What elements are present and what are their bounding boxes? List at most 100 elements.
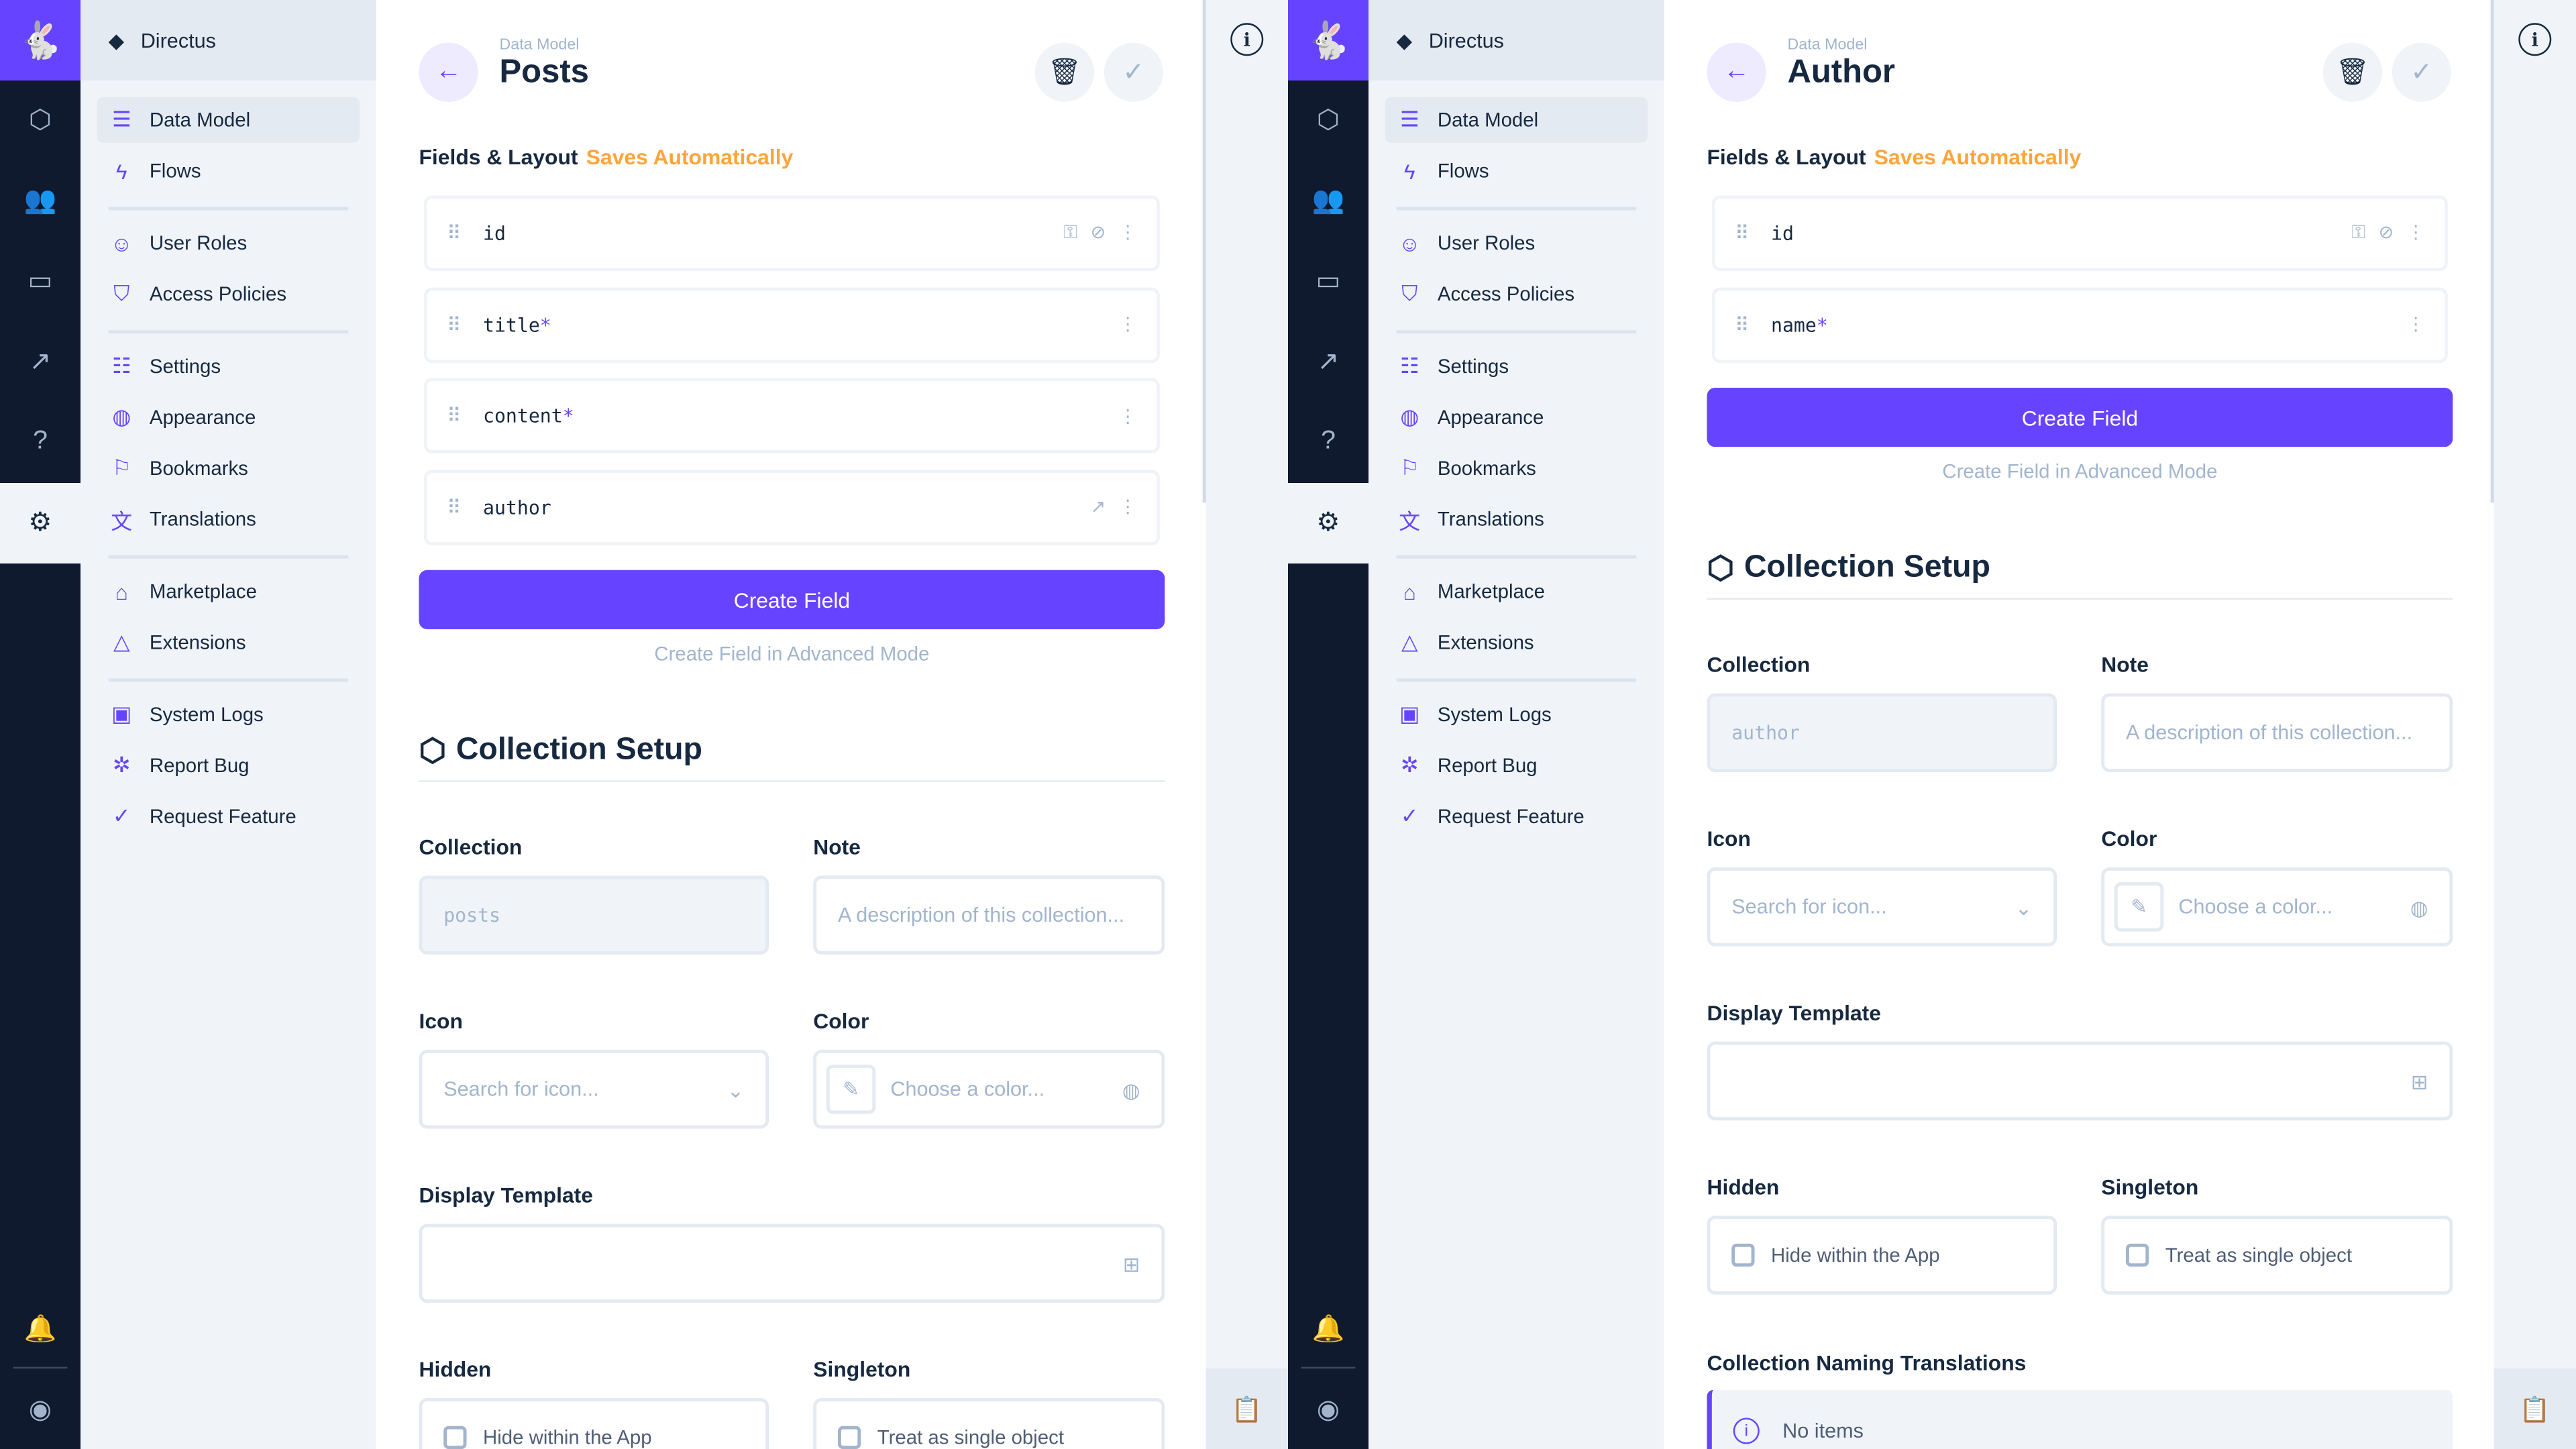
notifications-bell-icon[interactable]: 🔔	[1311, 1315, 1345, 1344]
sidebar-item-request-feature[interactable]: ✓ Request Feature	[1385, 794, 1648, 840]
checkbox-icon[interactable]	[443, 1426, 467, 1449]
settings-gear-icon[interactable]: ⚙	[0, 482, 81, 563]
field-row[interactable]: ⠿ name* ⋮	[1711, 286, 2448, 363]
sidebar-item-translations[interactable]: 文 Translations	[1385, 496, 1648, 543]
folder-icon[interactable]: ▭	[1316, 268, 1341, 296]
hidden-checkbox[interactable]: Hide within the App	[419, 1398, 769, 1449]
scrollbar[interactable]	[2490, 0, 2496, 503]
sidebar-item-request-feature[interactable]: ✓ Request Feature	[97, 794, 360, 840]
save-button[interactable]: ✓	[1104, 42, 1163, 102]
display-template-input[interactable]: ⊞	[1707, 1041, 2453, 1121]
display-template-input[interactable]: ⊞	[419, 1224, 1165, 1303]
directus-logo[interactable]: 🐇	[1288, 0, 1369, 81]
sidebar-item-data-model[interactable]: ☰ Data Model	[1385, 97, 1648, 144]
color-input[interactable]: ✎ Choose a color... ◍	[813, 1049, 1165, 1129]
field-row[interactable]: ⠿ id ⚿ ⊘ ⋮	[423, 195, 1160, 272]
eyedropper-icon[interactable]: ✎	[826, 1064, 876, 1114]
users-icon[interactable]: 👥	[23, 187, 57, 215]
sidebar-item-appearance[interactable]: ◍ Appearance	[97, 394, 360, 441]
sidebar-item-bookmarks[interactable]: ⚐ Bookmarks	[1385, 445, 1648, 492]
sidebar-item-marketplace[interactable]: ⌂ Marketplace	[97, 568, 360, 614]
content-cube-icon[interactable]: ⬡	[1316, 107, 1340, 135]
hidden-checkbox[interactable]: Hide within the App	[1707, 1216, 2057, 1295]
content-cube-icon[interactable]: ⬡	[28, 107, 52, 135]
sidebar-item-access-policies[interactable]: ⛉ Access Policies	[1385, 271, 1648, 317]
key-icon[interactable]: ⚿	[1063, 221, 1077, 244]
sidebar-item-extensions[interactable]: △ Extensions	[1385, 619, 1648, 665]
palette-icon[interactable]: ◍	[2410, 896, 2428, 920]
notifications-bell-icon[interactable]: 🔔	[23, 1315, 57, 1344]
more-vert-icon[interactable]: ⋮	[1118, 221, 1137, 244]
sidebar-item-flows[interactable]: ϟ Flows	[1385, 148, 1648, 194]
help-icon[interactable]: ?	[1321, 427, 1336, 455]
more-vert-icon[interactable]: ⋮	[2406, 313, 2425, 335]
sidebar-item-translations[interactable]: 文 Translations	[97, 496, 360, 543]
project-header[interactable]: ◆ Directus	[1368, 0, 1664, 81]
palette-icon[interactable]: ◍	[1122, 1078, 1140, 1102]
create-field-advanced-link[interactable]: Create Field in Advanced Mode	[1942, 460, 2218, 484]
drag-handle-icon[interactable]: ⠿	[447, 495, 462, 519]
sidebar-item-system-logs[interactable]: ▣ System Logs	[97, 692, 360, 738]
sidebar-item-marketplace[interactable]: ⌂ Marketplace	[1385, 568, 1648, 614]
field-row[interactable]: ⠿ author ↗ ⋮	[423, 469, 1160, 545]
directus-logo[interactable]: 🐇	[0, 0, 81, 81]
hidden-eye-icon[interactable]: ⊘	[2378, 221, 2394, 244]
icon-select[interactable]: Search for icon... ⌄	[419, 1049, 769, 1129]
sidebar-item-system-logs[interactable]: ▣ System Logs	[1385, 692, 1648, 738]
sidebar-item-report-bug[interactable]: ✲ Report Bug	[1385, 743, 1648, 789]
clipboard-activity-icon[interactable]: 📋	[2493, 1368, 2576, 1449]
icon-select[interactable]: Search for icon... ⌄	[1707, 867, 2057, 947]
settings-gear-icon[interactable]: ⚙	[1288, 482, 1369, 563]
singleton-checkbox[interactable]: Treat as single object	[2101, 1216, 2453, 1295]
key-icon[interactable]: ⚿	[2351, 221, 2365, 244]
add-box-icon[interactable]: ⊞	[1122, 1252, 1140, 1276]
sidebar-item-extensions[interactable]: △ Extensions	[97, 619, 360, 665]
info-icon[interactable]: i	[1230, 23, 1264, 56]
sidebar-item-appearance[interactable]: ◍ Appearance	[1385, 394, 1648, 441]
sidebar-item-bookmarks[interactable]: ⚐ Bookmarks	[97, 445, 360, 492]
sidebar-item-user-roles[interactable]: ☺ User Roles	[1385, 220, 1648, 266]
folder-icon[interactable]: ▭	[28, 268, 53, 296]
project-header[interactable]: ◆ Directus	[80, 0, 376, 81]
breadcrumb[interactable]: Data Model	[1787, 36, 1868, 54]
delete-collection-button[interactable]: 🗑	[1034, 42, 1095, 102]
back-button[interactable]: ←	[419, 42, 478, 102]
checkbox-icon[interactable]	[2125, 1243, 2149, 1267]
sidebar-item-report-bug[interactable]: ✲ Report Bug	[97, 743, 360, 789]
drag-handle-icon[interactable]: ⠿	[447, 313, 462, 336]
sidebar-item-data-model[interactable]: ☰ Data Model	[97, 97, 360, 144]
field-row[interactable]: ⠿ title* ⋮	[423, 286, 1160, 363]
delete-collection-button[interactable]: 🗑	[2322, 42, 2383, 102]
sidebar-item-settings[interactable]: ☷ Settings	[1385, 343, 1648, 390]
user-avatar-icon[interactable]: ◉	[28, 1395, 52, 1424]
insights-icon[interactable]: ↗	[29, 348, 52, 376]
note-input[interactable]: A description of this collection...	[2101, 693, 2453, 773]
drag-handle-icon[interactable]: ⠿	[1735, 221, 1750, 245]
back-button[interactable]: ←	[1707, 42, 1766, 102]
note-input[interactable]: A description of this collection...	[813, 875, 1165, 955]
save-button[interactable]: ✓	[2392, 42, 2451, 102]
clipboard-activity-icon[interactable]: 📋	[1205, 1368, 1289, 1449]
field-row[interactable]: ⠿ id ⚿ ⊘ ⋮	[1711, 195, 2448, 272]
sidebar-item-flows[interactable]: ϟ Flows	[97, 148, 360, 194]
info-icon[interactable]: i	[2518, 23, 2552, 56]
users-icon[interactable]: 👥	[1311, 187, 1345, 215]
sidebar-item-user-roles[interactable]: ☺ User Roles	[97, 220, 360, 266]
singleton-checkbox[interactable]: Treat as single object	[813, 1398, 1165, 1449]
more-vert-icon[interactable]: ⋮	[2406, 221, 2425, 244]
create-field-button[interactable]: Create Field	[1707, 387, 2453, 447]
eyedropper-icon[interactable]: ✎	[2114, 882, 2164, 932]
add-box-icon[interactable]: ⊞	[2410, 1070, 2428, 1093]
sidebar-item-access-policies[interactable]: ⛉ Access Policies	[97, 271, 360, 317]
breadcrumb[interactable]: Data Model	[499, 36, 580, 54]
scrollbar[interactable]	[1202, 0, 1208, 503]
open-in-new-icon[interactable]: ↗	[1090, 496, 1106, 518]
create-field-button[interactable]: Create Field	[419, 570, 1165, 629]
more-vert-icon[interactable]: ⋮	[1118, 496, 1137, 518]
color-input[interactable]: ✎ Choose a color... ◍	[2101, 867, 2453, 947]
more-vert-icon[interactable]: ⋮	[1118, 405, 1137, 427]
user-avatar-icon[interactable]: ◉	[1316, 1395, 1340, 1424]
checkbox-icon[interactable]	[837, 1426, 861, 1449]
drag-handle-icon[interactable]: ⠿	[447, 404, 462, 427]
field-row[interactable]: ⠿ content* ⋮	[423, 378, 1160, 453]
